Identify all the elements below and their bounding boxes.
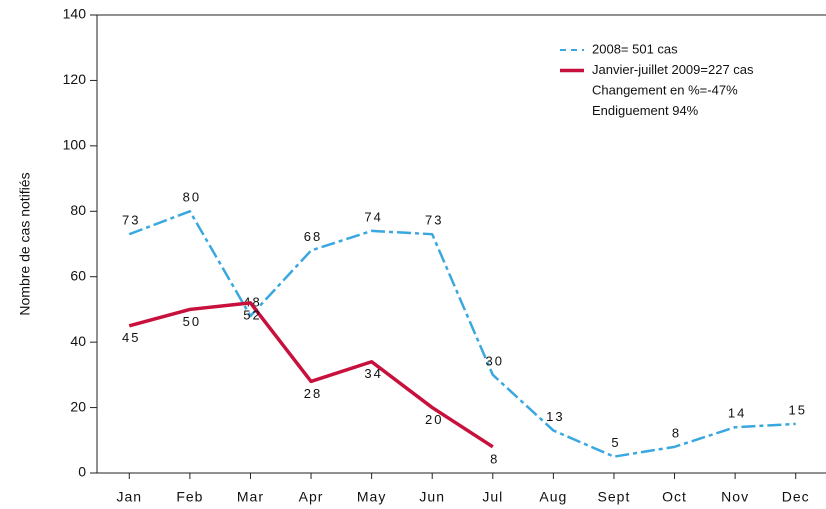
data-label: 13 [546,409,564,424]
x-tick-label: Dec [782,489,810,505]
legend-note: Changement en %=-47% [592,82,738,97]
y-tick-label: 0 [78,464,86,480]
data-label: 14 [728,406,746,421]
data-label: 80 [183,190,201,205]
y-tick-label: 120 [63,71,87,87]
x-tick-label: Mar [237,489,264,505]
x-tick-label: Jul [482,489,503,505]
data-label: 8 [490,451,499,466]
x-tick-label: Nov [721,489,749,505]
y-tick-label: 60 [70,267,86,283]
y-tick-label: 80 [70,202,86,218]
x-tick-label: Feb [176,489,203,505]
x-tick-label: Jan [117,489,143,505]
legend-label: Janvier-juillet 2009=227 cas [592,62,754,77]
series-line [128,301,494,449]
data-label: 34 [364,366,382,381]
x-tick-label: Jun [419,489,445,505]
legend-label: 2008= 501 cas [592,41,678,56]
data-label: 52 [243,307,261,322]
y-tick-label: 20 [70,398,86,414]
x-tick-label: Sept [598,489,631,505]
data-label: 73 [122,213,140,228]
data-label: 50 [183,314,201,329]
data-label: 73 [425,213,443,228]
x-tick-label: May [357,489,386,505]
data-label: 68 [304,229,322,244]
data-label: 30 [486,353,504,368]
data-label: 45 [122,330,140,345]
data-label: 74 [364,209,382,224]
series-line [128,210,796,458]
y-tick-label: 140 [63,6,87,22]
data-label: 28 [304,386,322,401]
x-tick-label: Aug [539,489,567,505]
data-label: 8 [672,425,681,440]
data-label: 20 [425,412,443,427]
data-label: 15 [788,402,806,417]
data-label: 5 [611,435,620,450]
y-tick-label: 100 [63,137,87,153]
y-axis-label: Nombre de cas notifiés [17,172,33,315]
y-tick-label: 40 [70,333,86,349]
x-tick-label: Oct [662,489,687,505]
legend-note: Endiguement 94% [592,103,699,118]
x-tick-label: Apr [299,489,324,505]
